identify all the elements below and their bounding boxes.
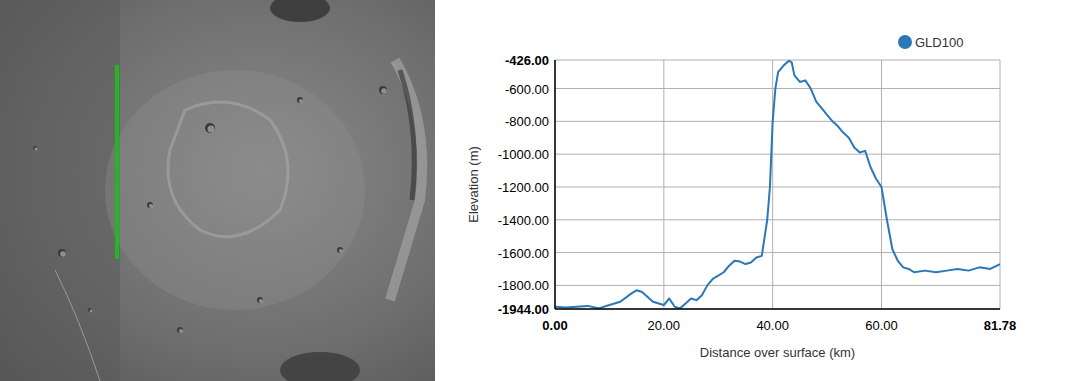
grid [555,60,1000,309]
y-tick-label: -800.00 [505,114,549,129]
profile-line [115,65,119,259]
grid-line [1000,60,1001,309]
grid-line [663,60,664,309]
y-axis [554,60,556,309]
grid-line [772,60,773,309]
x-tick-label: 20.00 [648,318,681,333]
y-tick-label: -1800.00 [498,278,549,293]
grid-line [881,60,882,309]
plot-area [555,61,1000,309]
y-tick-label: -426.00 [505,53,549,68]
x-tick-label: 81.78 [984,318,1017,333]
y-tick-label: -1000.00 [498,147,549,162]
grid-line [555,60,1000,61]
y-tick-label: -1944.00 [498,302,549,317]
grid-line [555,309,1000,310]
y-axis-title: Elevation (m) [466,146,481,223]
y-tick-label: -1400.00 [498,213,549,228]
legend-label: GLD100 [915,35,963,50]
page: -1944.00 -1800.00 -1600.00 -1400.00 -1200.00… [0,0,1067,381]
grid-line [555,252,1000,253]
y-tick-label: -600.00 [505,82,549,97]
x-tick-label: 40.00 [756,318,789,333]
grid-line [555,154,1000,155]
grid-line [555,186,1000,187]
grid-line [555,285,1000,286]
y-tick-label: -1600.00 [498,246,549,261]
y-tick-label: -1200.00 [498,180,549,195]
grid-line [555,88,1000,89]
grid-line [555,60,556,309]
lunar-image [0,0,435,381]
grid-line [555,219,1000,220]
x-tick-label: 60.00 [865,318,898,333]
x-axis [555,308,1000,310]
series-line [555,61,1000,309]
legend-marker [898,35,912,49]
grid-line [555,121,1000,122]
x-axis-title: Distance over surface (km) [700,345,855,360]
legend: GLD100 [898,35,963,50]
x-tick-label: 0.00 [542,318,567,333]
